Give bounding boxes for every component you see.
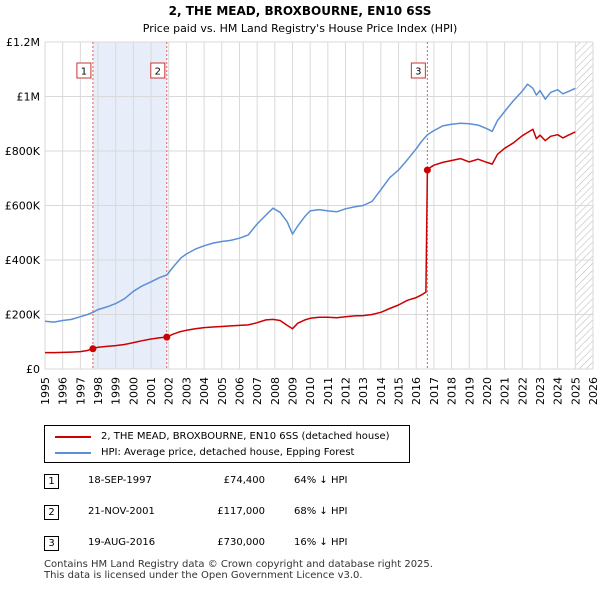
table-row: 3 19-AUG-2016 £730,000 16% ↓ HPI bbox=[44, 536, 444, 556]
transaction-label-box bbox=[76, 62, 92, 79]
x-tick-label: 2010 bbox=[304, 377, 317, 405]
x-tick-label: 1998 bbox=[92, 377, 105, 405]
x-tick-label: 2025 bbox=[569, 377, 582, 405]
x-tick-label: 2005 bbox=[216, 377, 229, 405]
x-tick-label: 2018 bbox=[446, 377, 459, 405]
x-tick-label: 2000 bbox=[127, 377, 140, 405]
x-tick-label: 2026 bbox=[587, 377, 600, 405]
hpi-series-line bbox=[45, 83, 576, 323]
x-tick-label: 2009 bbox=[286, 377, 299, 405]
x-tick-label: 2013 bbox=[357, 377, 370, 405]
x-tick-label: 2021 bbox=[499, 377, 512, 405]
y-tick-label: £1M bbox=[17, 91, 41, 104]
transaction-price: £730,000 bbox=[217, 537, 265, 548]
transaction-date: 18-SEP-1997 bbox=[88, 475, 152, 486]
footer-line-2: This data is licensed under the Open Gov… bbox=[44, 570, 363, 581]
x-tick-label: 2006 bbox=[233, 377, 246, 405]
transaction-label: 3 bbox=[415, 67, 421, 78]
sale-point bbox=[89, 345, 97, 353]
transaction-hpi-diff: 64% ↓ HPI bbox=[294, 475, 348, 486]
transaction-hpi-diff: 68% ↓ HPI bbox=[294, 506, 348, 517]
transaction-number: 3 bbox=[44, 536, 59, 551]
transaction-hpi-diff: 16% ↓ HPI bbox=[294, 537, 348, 548]
y-tick-label: £200K bbox=[5, 309, 41, 322]
x-tick-label: 2015 bbox=[393, 377, 406, 405]
sale-point bbox=[423, 166, 431, 174]
transaction-number: 1 bbox=[44, 474, 59, 489]
x-tick-label: 2022 bbox=[516, 377, 529, 405]
chart-subtitle: Price paid vs. HM Land Registry's House … bbox=[143, 22, 458, 35]
property-series-line bbox=[45, 128, 576, 354]
legend-swatch-hpi bbox=[55, 452, 91, 454]
x-tick-label: 2004 bbox=[198, 377, 211, 405]
transaction-label-box bbox=[410, 62, 426, 79]
legend-label-property: 2, THE MEAD, BROXBOURNE, EN10 6SS (detac… bbox=[101, 431, 390, 442]
x-tick-label: 1995 bbox=[39, 377, 52, 405]
x-tick-label: 2019 bbox=[463, 377, 476, 405]
footer-attribution: Contains HM Land Registry data © Crown c… bbox=[44, 559, 433, 581]
x-tick-label: 1997 bbox=[74, 377, 87, 405]
x-tick-label: 2008 bbox=[269, 377, 282, 405]
price-chart: 2, THE MEAD, BROXBOURNE, EN10 6SS Price … bbox=[5, 4, 600, 405]
x-tick-label: 2012 bbox=[340, 377, 353, 405]
x-tick-label: 2020 bbox=[481, 377, 494, 405]
series-group bbox=[45, 83, 576, 354]
y-tick-label: £400K bbox=[5, 254, 41, 267]
sale-point bbox=[163, 333, 171, 341]
x-tick-label: 2007 bbox=[251, 377, 264, 405]
x-tick-label: 2011 bbox=[322, 377, 335, 405]
x-tick-label: 2001 bbox=[145, 377, 158, 405]
legend-swatch-property bbox=[55, 436, 91, 438]
x-tick-label: 2002 bbox=[163, 377, 176, 405]
x-tick-label: 2024 bbox=[552, 377, 565, 405]
chart-title: 2, THE MEAD, BROXBOURNE, EN10 6SS bbox=[169, 4, 432, 18]
transaction-price: £117,000 bbox=[217, 506, 265, 517]
footer-line-1: Contains HM Land Registry data © Crown c… bbox=[44, 559, 433, 570]
table-row: 2 21-NOV-2001 £117,000 68% ↓ HPI bbox=[44, 505, 444, 525]
transaction-price: £74,400 bbox=[223, 475, 265, 486]
x-tick-label: 2023 bbox=[534, 377, 547, 405]
chart-legend: 2, THE MEAD, BROXBOURNE, EN10 6SS (detac… bbox=[44, 425, 410, 463]
x-tick-label: 2016 bbox=[410, 377, 423, 405]
x-tick-label: 1999 bbox=[110, 377, 123, 405]
transaction-label: 2 bbox=[155, 67, 161, 78]
transaction-number: 2 bbox=[44, 505, 59, 520]
y-tick-label: £1.2M bbox=[6, 36, 40, 49]
x-tick-label: 2017 bbox=[428, 377, 441, 405]
legend-label-hpi: HPI: Average price, detached house, Eppi… bbox=[101, 447, 355, 458]
transaction-label: 1 bbox=[81, 67, 87, 78]
transaction-label-box bbox=[150, 62, 166, 79]
x-tick-label: 2003 bbox=[180, 377, 193, 405]
transaction-date: 19-AUG-2016 bbox=[88, 537, 156, 548]
x-tick-label: 2014 bbox=[375, 377, 388, 405]
y-tick-label: £600K bbox=[5, 200, 41, 213]
table-row: 1 18-SEP-1997 £74,400 64% ↓ HPI bbox=[44, 474, 444, 494]
y-tick-label: £0 bbox=[26, 363, 40, 376]
y-tick-label: £800K bbox=[5, 145, 41, 158]
x-tick-label: 1996 bbox=[57, 377, 70, 405]
transaction-date: 21-NOV-2001 bbox=[88, 506, 155, 517]
